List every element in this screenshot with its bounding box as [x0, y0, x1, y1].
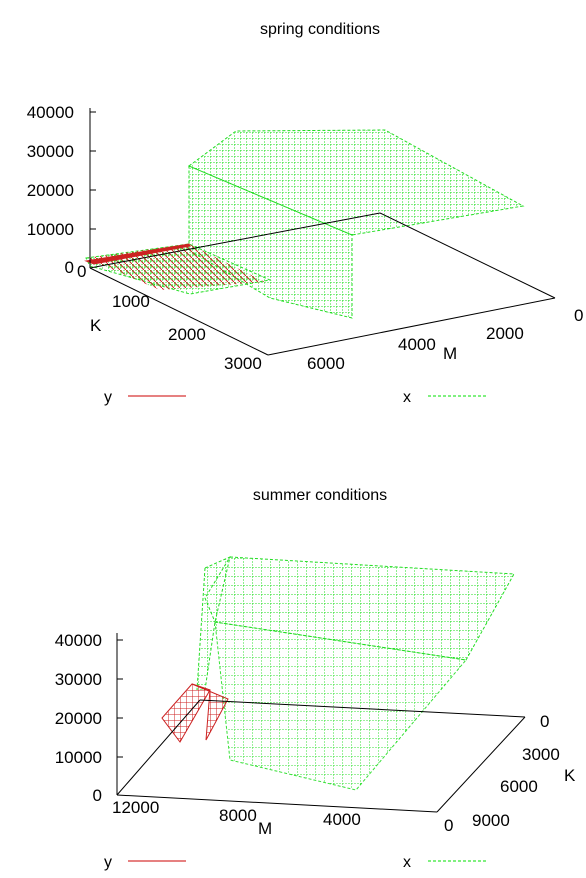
summer-m-tick-labels: 12000 8000 4000 0	[112, 798, 453, 835]
spring-m-tick: 0	[574, 306, 583, 325]
spring-k-tick: 3000	[224, 354, 262, 373]
summer-axes	[116, 633, 526, 813]
spring-legend: y x	[104, 389, 488, 406]
spring-x-plateau	[188, 129, 525, 236]
summer-m-tick: 4000	[323, 810, 361, 829]
summer-m-tick: 8000	[219, 806, 257, 825]
spring-k-tick: 0	[77, 262, 86, 281]
summer-k-tick: 0	[540, 712, 549, 731]
summer-legend-label-x: x	[403, 854, 411, 871]
summer-z-tick: 10000	[55, 748, 102, 767]
summer-z-tick: 40000	[55, 631, 102, 650]
spring-z-tick: 30000	[27, 142, 74, 161]
summer-x-wall	[214, 621, 467, 791]
spring-m-tick: 4000	[398, 335, 436, 354]
summer-m-tick: 0	[444, 816, 453, 835]
summer-z-tick-labels: 40000 30000 20000 10000 0	[55, 631, 102, 805]
spring-m-tick: 2000	[486, 324, 524, 343]
summer-chart: summer conditions 40000 30000 20000	[55, 487, 576, 871]
summer-z-tick: 0	[93, 786, 102, 805]
spring-m-tick-labels: 6000 4000 2000 0	[307, 306, 583, 373]
spring-legend-label-x: x	[403, 389, 411, 406]
spring-axes	[89, 108, 556, 356]
spring-k-axis-label: K	[90, 316, 102, 335]
summer-legend-label-y: y	[104, 854, 112, 871]
spring-m-axis-label: M	[443, 344, 457, 363]
summer-x-riser	[196, 556, 231, 691]
spring-k-tick-labels: 0 1000 2000 3000	[77, 262, 262, 373]
spring-z-tick: 10000	[27, 220, 74, 239]
summer-k-axis-label: K	[564, 766, 576, 785]
summer-m-axis-label: M	[258, 819, 272, 838]
summer-z-tick: 30000	[55, 670, 102, 689]
spring-z-tick-labels: 40000 30000 20000 10000 0	[27, 103, 74, 277]
spring-m-tick: 6000	[307, 354, 345, 373]
spring-title: spring conditions	[260, 21, 380, 38]
summer-k-tick-labels: 0 3000 6000 9000	[472, 712, 560, 830]
spring-k-tick: 1000	[112, 292, 150, 311]
spring-chart: spring conditions 40000 30000 20000 1	[27, 21, 584, 406]
spring-series-y-surface	[84, 243, 191, 265]
spring-z-tick: 0	[65, 258, 74, 277]
summer-legend: y x	[104, 854, 488, 871]
summer-series-x-surface	[196, 556, 515, 791]
summer-k-tick: 9000	[472, 811, 510, 830]
summer-series-y-surface	[161, 683, 229, 743]
spring-z-tick: 40000	[27, 103, 74, 122]
summer-y-ridge-right	[191, 683, 229, 741]
summer-m-tick: 12000	[112, 798, 159, 817]
summer-k-tick: 6000	[500, 777, 538, 796]
summer-z-tick: 20000	[55, 709, 102, 728]
spring-legend-label-y: y	[104, 389, 112, 406]
spring-z-tick: 20000	[27, 181, 74, 200]
summer-title: summer conditions	[253, 487, 387, 504]
spring-k-tick: 2000	[168, 325, 206, 344]
spring-series-x-surface	[85, 129, 525, 319]
summer-k-tick: 3000	[522, 745, 560, 764]
summer-y-ridge-left	[161, 683, 211, 743]
